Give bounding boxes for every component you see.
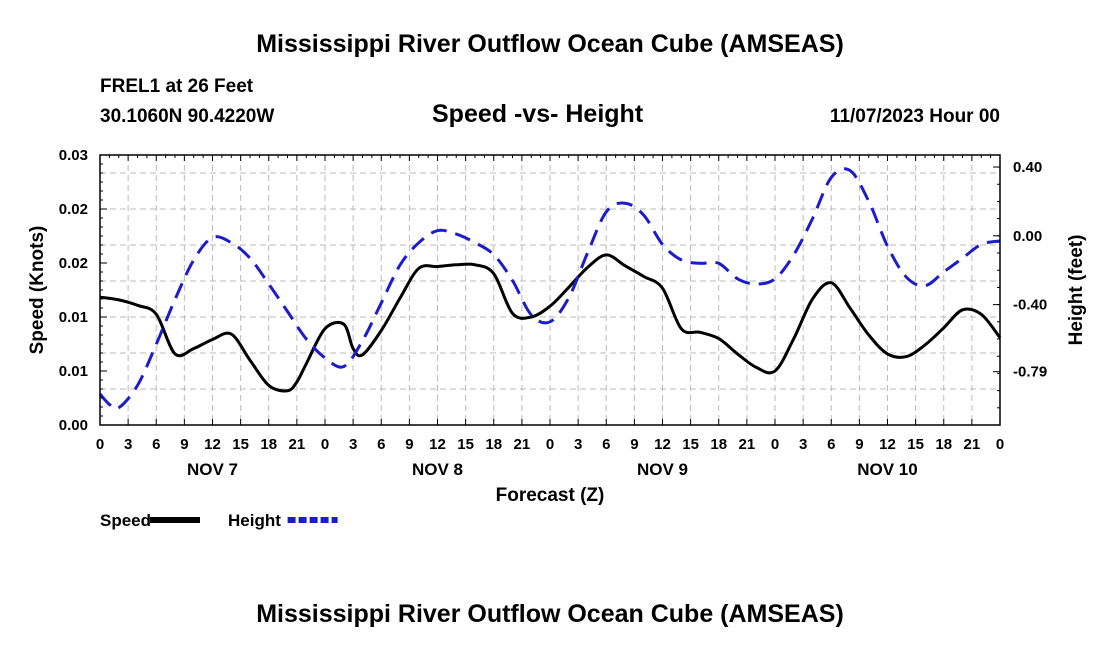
x-tick-label: 9 [630, 436, 638, 453]
y2-axis-label: Height (feet) [1066, 235, 1087, 346]
y-axis-label: Speed (Knots) [27, 226, 48, 355]
x-day-label: NOV 7 [187, 460, 238, 479]
x-tick-label: 0 [546, 436, 554, 453]
x-tick-label: 15 [457, 436, 474, 453]
x-tick-label: 0 [96, 436, 104, 453]
x-tick-label: 15 [907, 436, 924, 453]
x-tick-label: 12 [654, 436, 671, 453]
x-tick-label: 3 [799, 436, 807, 453]
x-tick-label: 6 [827, 436, 835, 453]
y2-tick-label: 0.40 [1013, 159, 1042, 176]
x-tick-label: 9 [855, 436, 863, 453]
y2-tick-label: 0.00 [1013, 228, 1042, 245]
x-tick-label: 6 [602, 436, 610, 453]
chart-subtitle: Speed -vs- Height [432, 100, 644, 128]
x-tick-label: 18 [935, 436, 952, 453]
y-tick-label: 0.02 [59, 201, 88, 218]
y-tick-label: 0.01 [59, 363, 88, 380]
x-tick-label: 0 [321, 436, 329, 453]
x-day-label: NOV 10 [857, 460, 917, 479]
x-tick-label: 18 [485, 436, 502, 453]
x-tick-label: 21 [964, 436, 981, 453]
grid [100, 155, 1000, 425]
axes: 0 3 6 9 12 15 18 21 0 3 6 9 12 15 18 21 0 3 6 9 12 15 18 21 0 3 6 9… [27, 147, 1087, 506]
y2-tick-label: -0.40 [1013, 297, 1047, 314]
x-tick-label: 18 [260, 436, 277, 453]
x-tick-label: 12 [204, 436, 221, 453]
x-tick-label: 9 [405, 436, 413, 453]
x-tick-label: 3 [574, 436, 582, 453]
chart-main-title: Mississippi River Outflow Ocean Cube (AM… [256, 30, 844, 58]
x-day-label: NOV 9 [637, 460, 688, 479]
x-tick-label: 21 [289, 436, 306, 453]
station-label: FREL1 at 26 Feet [100, 76, 254, 97]
series-layer [98, 167, 1002, 411]
y-tick-label: 0.02 [59, 255, 88, 272]
forecast-date-label: 11/07/2023 Hour 00 [829, 106, 1000, 127]
x-tick-label: 3 [124, 436, 132, 453]
x-tick-label: 21 [514, 436, 531, 453]
legend-label-speed: Speed [100, 511, 151, 530]
x-tick-label: 12 [429, 436, 446, 453]
x-tick-label: 15 [232, 436, 249, 453]
x-tick-label: 15 [682, 436, 699, 453]
coordinates-label: 30.1060N 90.4220W [100, 106, 275, 127]
x-tick-label: 21 [739, 436, 756, 453]
x-tick-label: 12 [879, 436, 896, 453]
legend-label-height: Height [228, 511, 281, 530]
legend: Speed Height [100, 511, 338, 530]
y2-tick-label: -0.79 [1013, 364, 1047, 381]
x-tick-label: 0 [996, 436, 1004, 453]
y-tick-label: 0.01 [59, 309, 88, 326]
speed-series-line [99, 253, 1002, 393]
x-tick-label: 0 [771, 436, 779, 453]
height-series-line [98, 167, 1001, 411]
footer-title: Mississippi River Outflow Ocean Cube (AM… [256, 600, 844, 628]
x-tick-label: 6 [152, 436, 160, 453]
x-tick-label: 9 [180, 436, 188, 453]
y-tick-label: 0.03 [59, 147, 88, 164]
x-tick-label: 3 [349, 436, 357, 453]
y-tick-label: 0.00 [59, 417, 88, 434]
x-axis-label: Forecast (Z) [496, 485, 605, 506]
x-tick-label: 18 [710, 436, 727, 453]
x-day-label: NOV 8 [412, 460, 463, 479]
x-tick-label: 6 [377, 436, 385, 453]
